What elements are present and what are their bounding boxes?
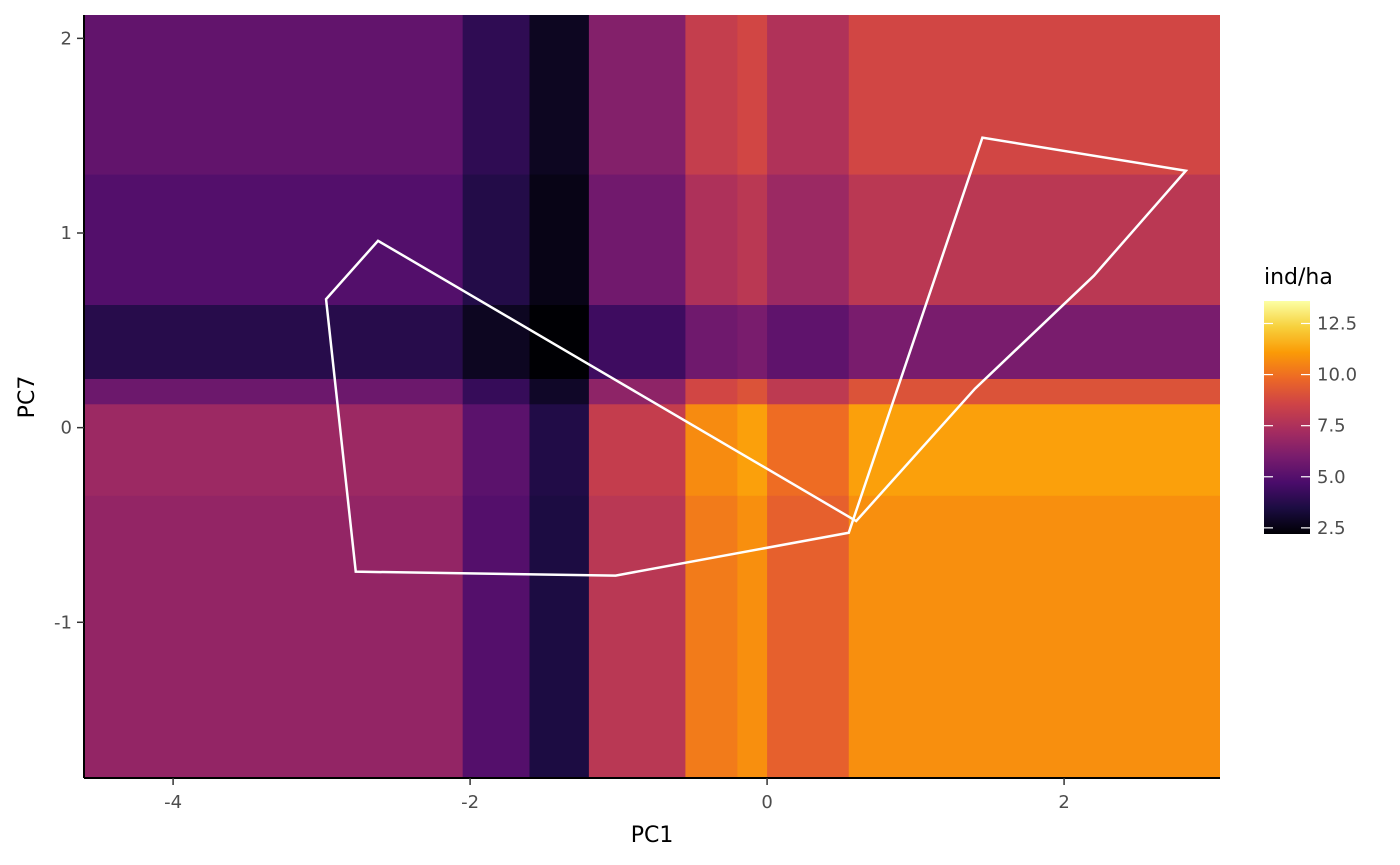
legend-title: ind/ha [1264, 265, 1333, 290]
heatmap-cell-3-2 [588, 305, 687, 380]
heatmap-cell-1-1 [462, 174, 531, 306]
heatmap-cell-3-4 [588, 404, 687, 497]
heatmap-cell-1-4 [462, 404, 531, 497]
y-tick-label: 0 [61, 418, 72, 439]
heatmap-cell-5-0 [737, 15, 768, 176]
heatmap-cell-2-2 [529, 305, 590, 380]
heatmap-cell-0-4 [84, 404, 464, 497]
heatmap-cell-4-5 [685, 495, 738, 778]
y-axis-title: PC7 [15, 376, 40, 419]
heatmap-cell-4-3 [685, 378, 738, 405]
heatmap-cell-7-3 [848, 378, 1220, 405]
x-tick-label: 0 [761, 792, 772, 813]
heatmap-cell-7-0 [848, 15, 1220, 176]
legend-tick-label: 10.0 [1317, 365, 1357, 386]
heatmap-cell-6-3 [767, 378, 850, 405]
convex-hull-outline [324, 136, 1189, 577]
heatmap-cell-5-3 [737, 378, 768, 405]
heatmap-cell-0-1 [84, 174, 464, 306]
y-tick-label: 2 [61, 28, 72, 49]
heatmap-cells [84, 15, 1220, 778]
heatmap-cell-7-2 [848, 305, 1220, 380]
heatmap-cell-5-4 [737, 404, 768, 497]
color-legend: ind/ha 2.5 5.0 7.5 10.0 12.5 [1264, 265, 1357, 539]
legend-ticks: 2.5 5.0 7.5 10.0 12.5 [1264, 313, 1357, 539]
x-axis-ticks: -4 -2 0 2 [164, 778, 1070, 813]
heatmap-cell-7-5 [848, 495, 1220, 778]
legend-tick-label: 2.5 [1317, 518, 1346, 539]
heatmap-cell-7-1 [848, 174, 1220, 306]
heatmap-cell-4-4 [685, 404, 738, 497]
heatmap-cell-2-4 [529, 404, 590, 497]
heatmap-cell-6-4 [767, 404, 850, 497]
heatmap-cell-3-0 [588, 15, 687, 176]
x-tick-label: -4 [164, 792, 182, 813]
heatmap-cell-5-1 [737, 174, 768, 306]
heatmap-cell-3-1 [588, 174, 687, 306]
y-tick-label: -1 [54, 612, 72, 633]
heatmap-cell-2-3 [529, 378, 590, 405]
legend-colorbar [1264, 301, 1310, 534]
heatmap-cell-1-3 [462, 378, 531, 405]
heatmap-cell-0-0 [84, 15, 464, 176]
legend-tick-label: 7.5 [1317, 416, 1346, 437]
heatmap-cell-2-1 [529, 174, 590, 306]
heatmap-cell-1-2 [462, 305, 531, 380]
heatmap-cell-6-0 [767, 15, 850, 176]
heatmap-cell-4-1 [685, 174, 738, 306]
heatmap-cell-0-3 [84, 378, 464, 405]
heatmap-cell-6-2 [767, 305, 850, 380]
y-axis-ticks: -1 0 1 2 [54, 28, 84, 633]
heatmap-cell-1-5 [462, 495, 531, 778]
x-axis-title: PC1 [631, 823, 674, 848]
heatmap-cell-4-2 [685, 305, 738, 380]
heatmap-cell-7-4 [848, 404, 1220, 497]
y-tick-label: 1 [61, 223, 72, 244]
heatmap-cell-2-5 [529, 495, 590, 778]
heatmap-cell-2-0 [529, 15, 590, 176]
heatmap-cell-5-5 [737, 495, 768, 778]
heatmap-cell-6-1 [767, 174, 850, 306]
legend-tick-label: 5.0 [1317, 467, 1346, 488]
heatmap-cell-1-0 [462, 15, 531, 176]
heatmap-cell-3-5 [588, 495, 687, 778]
heatmap-cell-0-5 [84, 495, 464, 778]
heatmap-cell-5-2 [737, 305, 768, 380]
heatmap-cell-0-2 [84, 305, 464, 380]
x-tick-label: 2 [1058, 792, 1069, 813]
heatmap-cell-4-0 [685, 15, 738, 176]
x-tick-label: -2 [461, 792, 479, 813]
legend-tick-label: 12.5 [1317, 313, 1357, 334]
heatmap-cell-6-5 [767, 495, 850, 778]
